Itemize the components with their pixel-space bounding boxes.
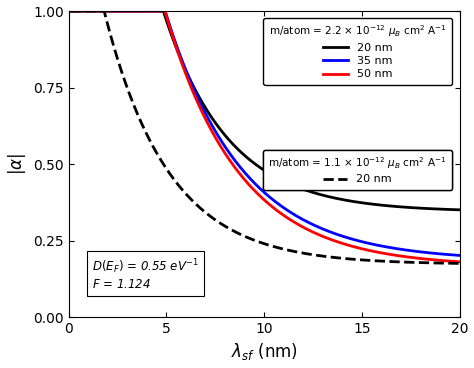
Y-axis label: $|\alpha|$: $|\alpha|$ (6, 153, 27, 175)
Text: $D(E_F)$ = 0.55 eV$^{-1}$
$F$ = 1.124: $D(E_F)$ = 0.55 eV$^{-1}$ $F$ = 1.124 (92, 257, 199, 291)
Legend: 20 nm: 20 nm (263, 150, 452, 190)
X-axis label: $\lambda_{sf}$ (nm): $\lambda_{sf}$ (nm) (231, 342, 298, 362)
